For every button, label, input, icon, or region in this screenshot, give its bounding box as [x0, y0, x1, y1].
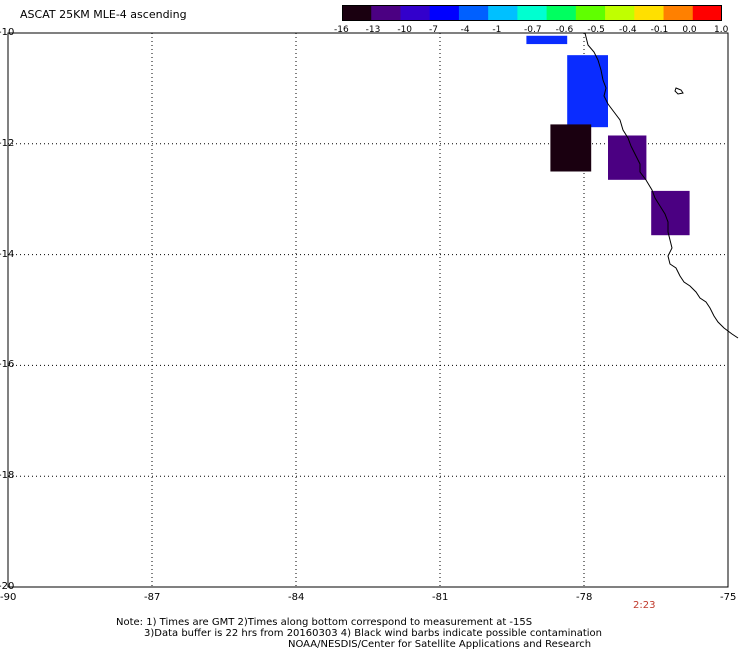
coastline	[584, 32, 739, 339]
plot-frame	[7, 32, 729, 588]
colorbar	[342, 5, 722, 21]
coastline-path	[584, 32, 739, 339]
colorbar-segment	[517, 5, 548, 21]
colorbar-segment	[663, 5, 694, 21]
y-tick-label: -10	[0, 27, 15, 38]
y-tick-label: -12	[0, 137, 15, 149]
wind-cells	[526, 35, 690, 236]
x-tick-label: -78	[576, 592, 593, 603]
note-line-3: NOAA/NESDIS/Center for Satellite Applica…	[288, 639, 592, 650]
colorbar-segment	[400, 5, 431, 21]
grid-lines	[7, 32, 729, 588]
wind-cell	[550, 124, 592, 172]
colorbar-label: -4	[460, 25, 470, 35]
colorbar-label: 0.0	[682, 25, 697, 35]
colorbar-label: -0.7	[524, 25, 542, 35]
colorbar-label: -13	[365, 25, 381, 35]
colorbar-label: -0.6	[555, 25, 574, 35]
colorbar-segment	[429, 5, 460, 21]
x-tick-label: -87	[144, 592, 161, 603]
colorbar-label: -0.4	[619, 25, 637, 35]
colorbar-label: -0.1	[650, 25, 669, 35]
y-tick-label: -14	[0, 248, 15, 260]
colorbar-segment	[692, 5, 722, 21]
colorbar-segment	[546, 5, 577, 21]
wind-cell	[651, 190, 690, 236]
colorbar-segment	[371, 5, 401, 21]
y-tick-label: -16	[0, 359, 15, 371]
colorbar-label: -10	[397, 25, 413, 35]
wind-cell	[526, 35, 568, 45]
colorbar-label: -0.5	[587, 25, 605, 35]
wind-cell	[567, 55, 608, 128]
x-tick-label: -90	[0, 592, 17, 603]
y-tick-label: -18	[0, 470, 15, 482]
y-tick-label: -20	[0, 581, 15, 592]
x-tick-label: -84	[288, 592, 305, 603]
time-label: 2:23	[633, 600, 656, 611]
colorbar-segment	[458, 5, 489, 21]
colorbar-label: -1	[492, 25, 502, 35]
x-tick-label: -81	[432, 592, 449, 603]
note-line-1: Note: 1) Times are GMT 2)Times along bot…	[116, 617, 533, 628]
island-path	[674, 87, 684, 95]
colorbar-segment	[575, 5, 606, 21]
map-title: ASCAT 25KM MLE-4 ascending	[20, 8, 187, 21]
colorbar-label: -7	[429, 25, 438, 35]
x-tick-label: -75	[720, 592, 737, 603]
colorbar-segment	[488, 5, 518, 21]
colorbar-segment	[634, 5, 665, 21]
note-line-2: 3)Data buffer is 22 hrs from 20160303 4)…	[144, 628, 602, 639]
colorbar-label: -16	[334, 25, 349, 35]
colorbar-segment	[605, 5, 635, 21]
colorbar-label: 1.0	[714, 25, 729, 35]
colorbar-segment	[342, 5, 372, 21]
